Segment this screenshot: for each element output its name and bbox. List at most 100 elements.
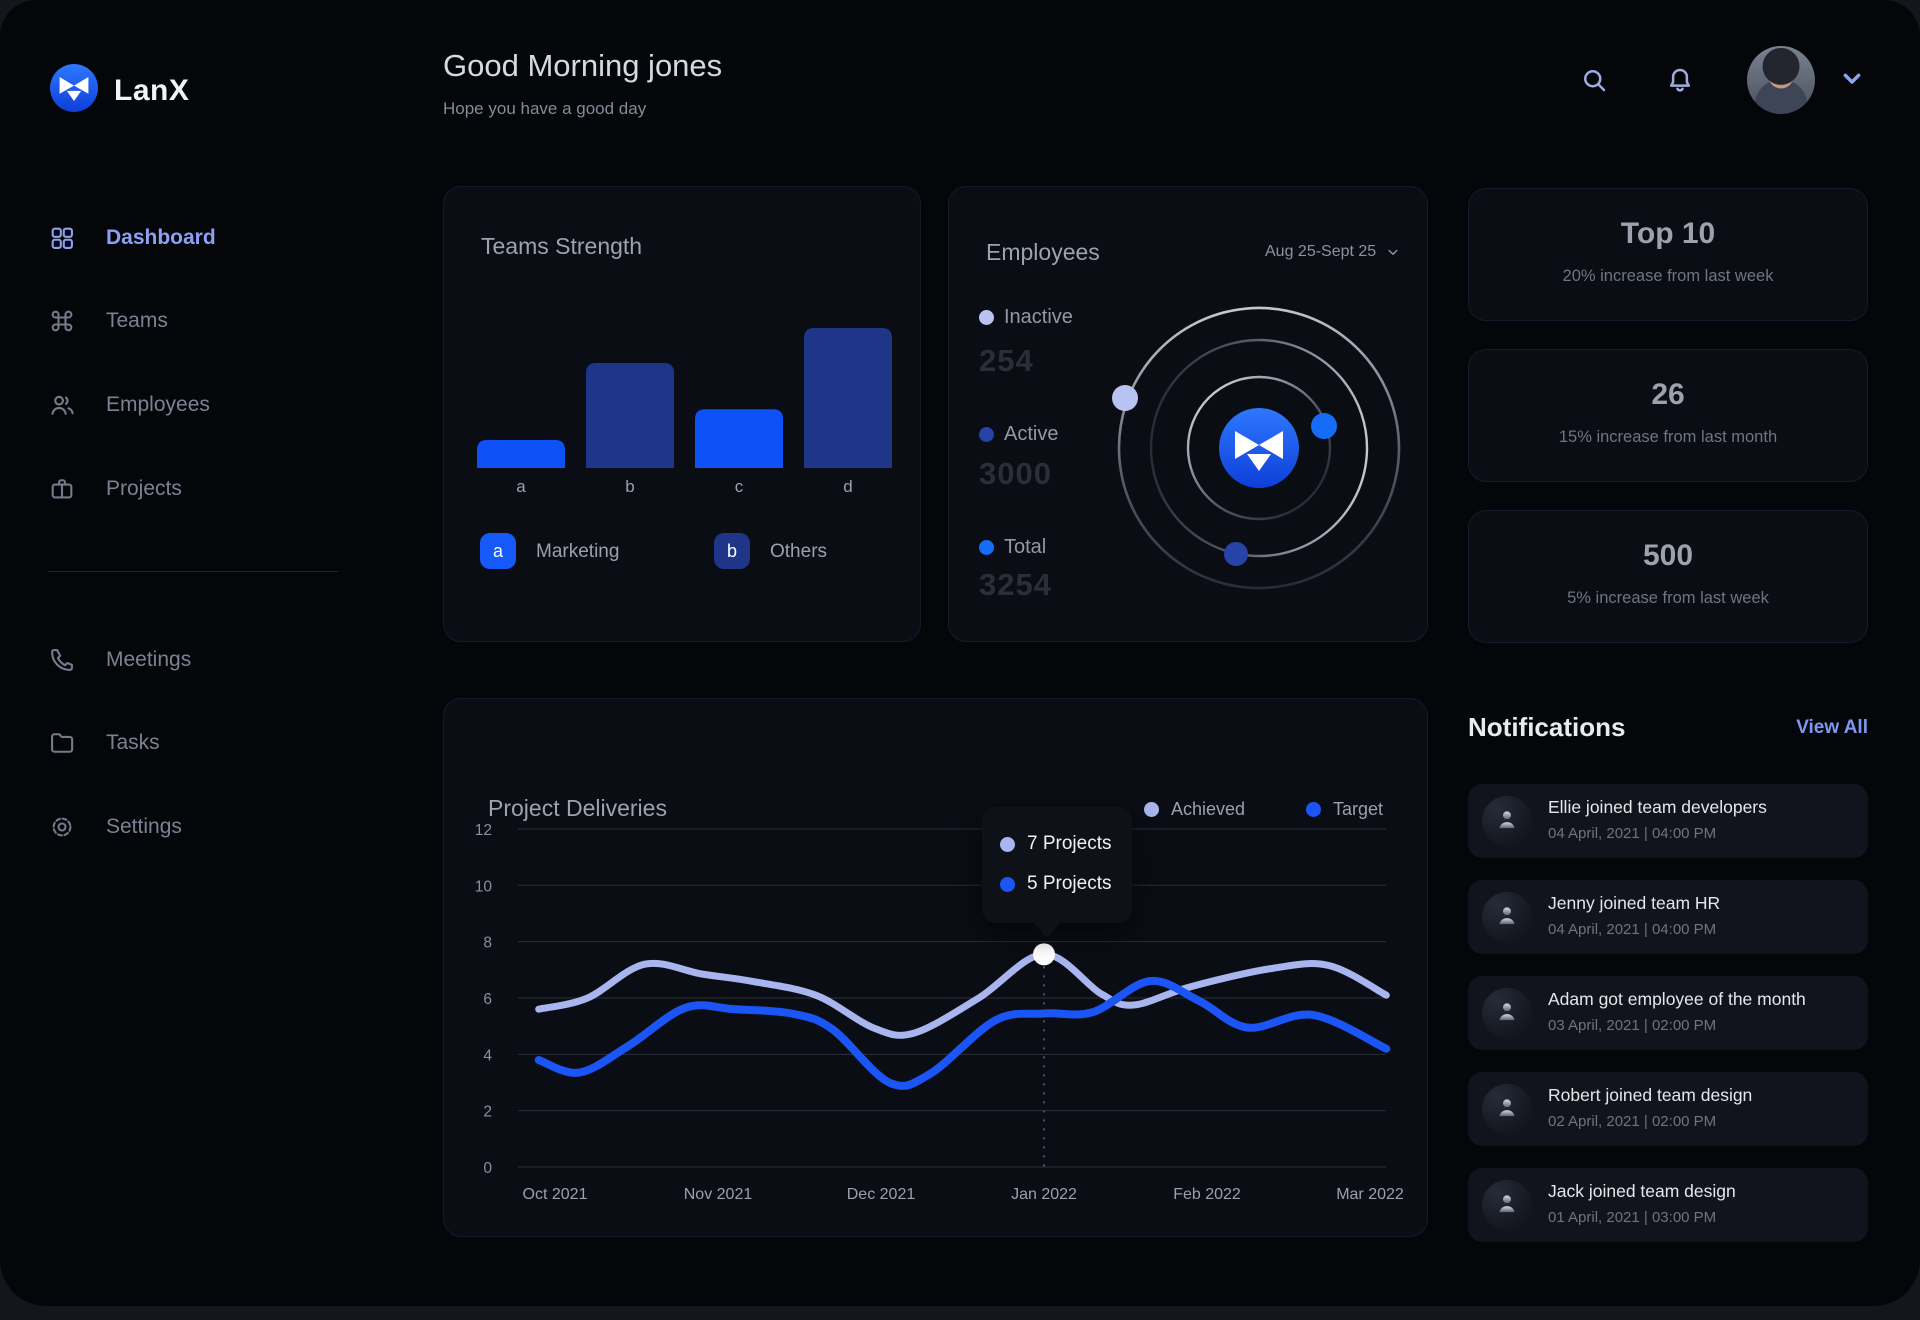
sidebar-item-label: Employees <box>106 393 210 416</box>
notification-item[interactable]: Robert joined team design 02 April, 2021 … <box>1468 1072 1868 1146</box>
notification-time: 03 April, 2021 | 02:00 PM <box>1548 1017 1717 1034</box>
sidebar-item-label: Settings <box>106 815 182 838</box>
notification-avatar <box>1482 1180 1532 1230</box>
orbit-dot-inactive <box>1112 385 1138 411</box>
legend-chip-others: b <box>714 533 750 569</box>
sidebar-item-label: Projects <box>106 477 182 500</box>
date-range-value: Aug 25-Sept 25 <box>1265 243 1377 260</box>
profile-menu-button[interactable] <box>1836 62 1868 94</box>
person-icon <box>1499 1195 1515 1213</box>
tooltip-row: 5 Projects <box>1000 873 1111 895</box>
achieved-dot <box>1144 802 1159 817</box>
employees-card: Employees Aug 25-Sept 25 Inactive 254 Ac… <box>948 186 1428 642</box>
orbit-dot-active <box>1224 542 1248 566</box>
stat-value: 254 <box>979 343 1034 378</box>
people-icon <box>48 391 76 419</box>
x-axis-label: Nov 2021 <box>684 1186 753 1203</box>
sidebar-item-tasks[interactable]: Tasks <box>48 729 160 757</box>
page-title: Good Morning jones <box>443 48 723 83</box>
sidebar-divider <box>48 571 338 572</box>
notification-title: Robert joined team design <box>1548 1085 1753 1105</box>
chart-tooltip: 7 Projects 5 Projects <box>982 807 1132 938</box>
stat-value: 3000 <box>979 456 1052 491</box>
notification-time: 01 April, 2021 | 03:00 PM <box>1548 1209 1717 1226</box>
notification-title: Jenny joined team HR <box>1548 893 1721 913</box>
card-title: Project Deliveries <box>488 795 667 821</box>
tooltip-row: 7 Projects <box>1000 833 1111 855</box>
sidebar-item-label: Teams <box>106 309 168 332</box>
brand-name: LanX <box>114 73 190 107</box>
bar-b[interactable] <box>586 363 674 468</box>
x-axis-label: Dec 2021 <box>847 1186 916 1203</box>
sidebar-item-employees[interactable]: Employees <box>48 391 210 419</box>
x-axis-label: Oct 2021 <box>523 1186 588 1203</box>
notifications-button[interactable] <box>1658 58 1702 102</box>
bar-label: b <box>625 477 634 496</box>
stat-card-note: 5% increase from last week <box>1567 589 1769 607</box>
notification-avatar <box>1482 796 1532 846</box>
bar-label: d <box>843 477 852 496</box>
stat-card-500: 500 5% increase from last week <box>1468 510 1868 643</box>
view-all-link[interactable]: View All <box>1796 717 1868 738</box>
stat-card-value: Top 10 <box>1620 217 1716 250</box>
stat-card-note: 15% increase from last month <box>1558 428 1778 446</box>
bell-icon <box>1670 68 1690 92</box>
active-dot <box>979 427 994 442</box>
tooltip-value: 5 Projects <box>1027 873 1112 894</box>
legend-label: Others <box>770 541 828 562</box>
stat-card-top10: Top 10 20% increase from last week <box>1468 188 1868 321</box>
stat-card-note: 20% increase from last week <box>1562 267 1774 285</box>
person-icon <box>1499 1099 1515 1117</box>
notification-item[interactable]: Ellie joined team developers 04 April, 20… <box>1468 784 1868 858</box>
project-deliveries-chart[interactable]: 12 10 8 6 4 2 0 Oct 2021 Nov 2021 Dec 2021 Jan 202… <box>444 699 1429 1238</box>
sidebar-item-teams[interactable]: Teams <box>48 307 168 335</box>
bar-d[interactable] <box>804 328 892 468</box>
bar-a[interactable] <box>477 440 565 468</box>
search-icon <box>1584 70 1606 92</box>
stat-card-26: 26 15% increase from last month <box>1468 349 1868 482</box>
teams-strength-chart[interactable]: a b c d <box>444 187 922 643</box>
notification-avatar <box>1482 892 1532 942</box>
y-axis-label: 10 <box>475 878 493 895</box>
sidebar-item-meetings[interactable]: Meetings <box>48 646 191 674</box>
person-icon <box>1499 907 1515 925</box>
gear-icon <box>48 813 76 841</box>
legend-label: Achieved <box>1171 799 1246 819</box>
y-axis-label: 0 <box>483 1160 492 1177</box>
legend-label: Marketing <box>536 541 620 562</box>
bar-c[interactable] <box>695 409 783 468</box>
user-avatar[interactable] <box>1747 46 1815 114</box>
x-axis-label: Feb 2022 <box>1173 1186 1241 1203</box>
date-range-dropdown[interactable]: Aug 25-Sept 25 <box>1265 243 1402 261</box>
y-axis-label: 6 <box>483 991 492 1008</box>
panel-title: Notifications <box>1468 712 1626 742</box>
tooltip-value: 7 Projects <box>1027 833 1112 854</box>
legend-target: Target <box>1306 799 1383 820</box>
y-axis-label: 2 <box>483 1104 492 1121</box>
person-icon <box>1499 1003 1515 1021</box>
notification-title: Adam got employee of the month <box>1548 989 1806 1009</box>
sidebar-item-projects[interactable]: Projects <box>48 475 182 503</box>
sidebar-item-label: Dashboard <box>106 226 216 249</box>
notification-item[interactable]: Jack joined team design 01 April, 2021 | … <box>1468 1168 1868 1242</box>
brand: LanX <box>50 64 189 117</box>
legend-chip-key: b <box>726 540 737 561</box>
briefcase-icon <box>48 475 76 503</box>
notification-item[interactable]: Adam got employee of the month 03 April, … <box>1468 976 1868 1050</box>
y-axis-label: 12 <box>475 822 492 839</box>
grid-icon <box>48 224 76 252</box>
notification-avatar <box>1482 988 1532 1038</box>
bar-label: c <box>735 477 744 496</box>
sidebar-item-settings[interactable]: Settings <box>48 813 182 841</box>
sidebar-item-dashboard[interactable]: Dashboard <box>48 224 216 252</box>
orbit-visualization <box>1112 306 1401 590</box>
y-axis-label: 4 <box>483 1047 492 1064</box>
notification-item[interactable]: Jenny joined team HR 04 April, 2021 | 04:… <box>1468 880 1868 954</box>
search-button[interactable] <box>1572 58 1616 102</box>
lanx-logo-icon <box>50 64 98 117</box>
stat-card-value: 500 <box>1642 539 1694 572</box>
tooltip-pointer <box>1034 923 1060 938</box>
page-subtitle: Hope you have a good day <box>443 99 647 118</box>
legend-chip-key: a <box>492 540 503 561</box>
